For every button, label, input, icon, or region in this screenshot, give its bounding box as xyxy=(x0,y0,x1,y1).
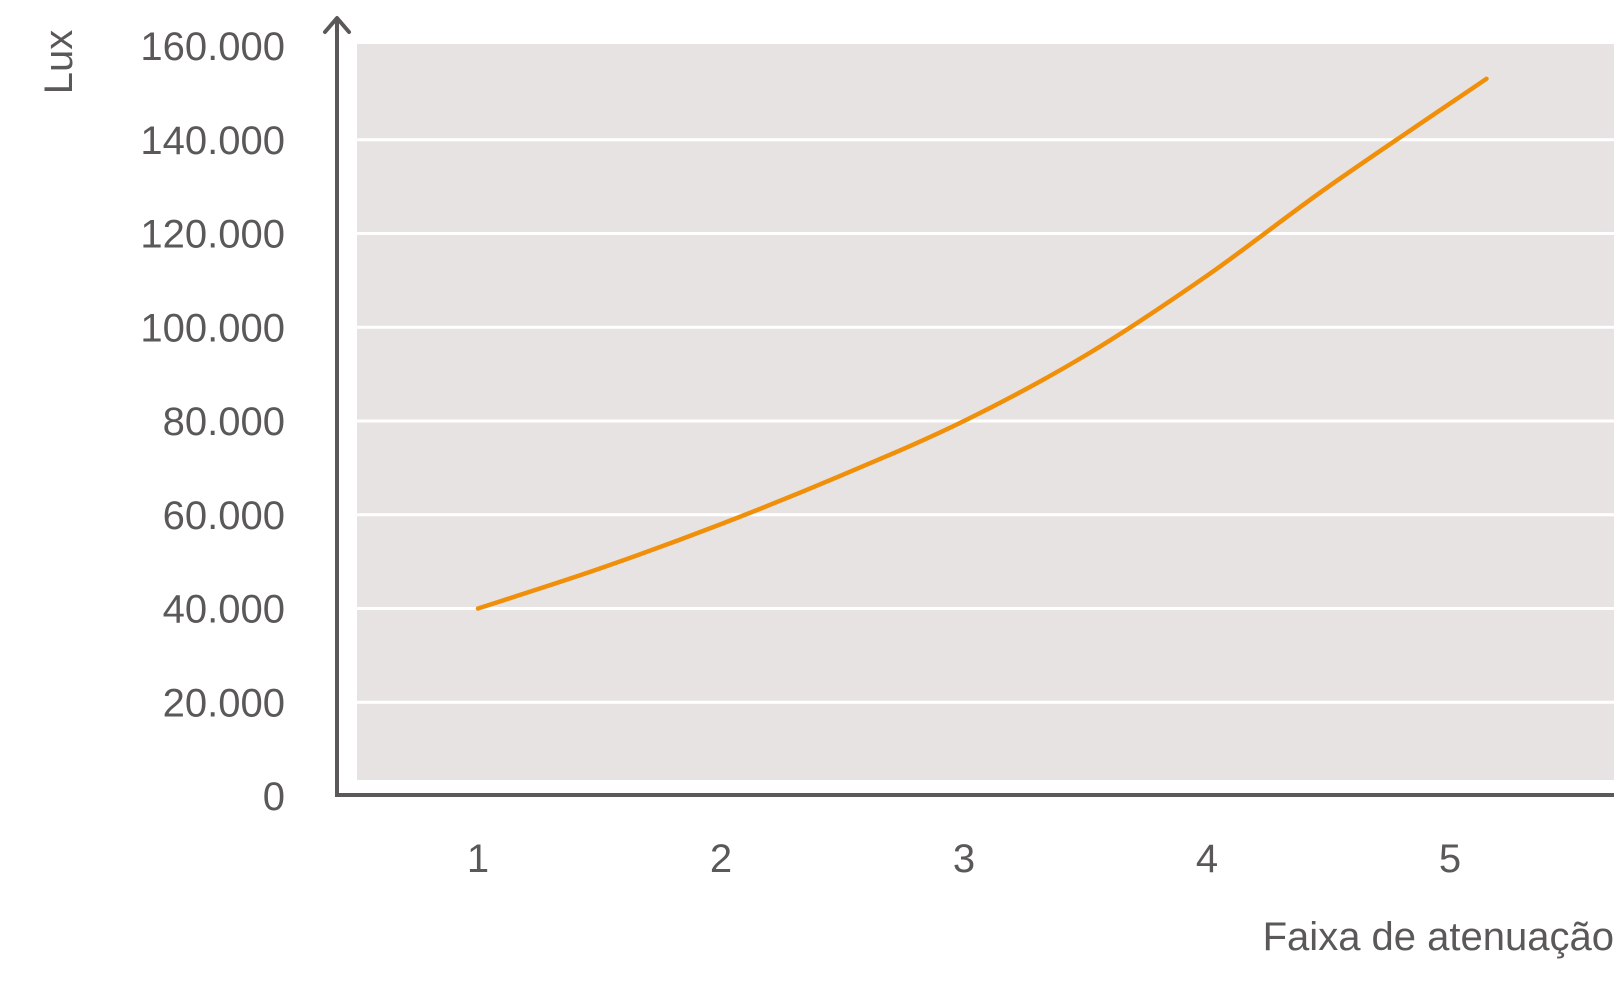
y-tick-label: 80.000 xyxy=(163,400,285,444)
y-tick-label: 40.000 xyxy=(163,588,285,632)
gridlines xyxy=(357,138,1614,704)
x-tick-label: 4 xyxy=(1196,837,1218,881)
series-line xyxy=(475,76,1489,611)
y-tick-labels: 0 20.000 40.000 60.000 80.000 100.000 120.000 1… xyxy=(140,25,285,819)
x-tick-label: 2 xyxy=(710,837,732,881)
y-axis-title: Lux xyxy=(37,30,81,95)
y-tick-label: 20.000 xyxy=(163,681,285,725)
x-tick-label: 3 xyxy=(953,837,975,881)
x-tick-labels: 1 2 3 4 5 xyxy=(467,837,1461,881)
y-tick-label: 120.000 xyxy=(140,213,285,257)
x-axis-title: Faixa de atenuação xyxy=(1263,915,1614,959)
y-tick-label: 100.000 xyxy=(140,306,285,350)
y-tick-label: 0 xyxy=(263,775,285,819)
y-axis-arrow-icon xyxy=(323,16,351,34)
x-tick-label: 5 xyxy=(1439,837,1461,881)
y-tick-label: 160.000 xyxy=(140,25,285,69)
y-tick-label: 60.000 xyxy=(163,494,285,538)
series-layer xyxy=(475,76,1489,611)
x-tick-label: 1 xyxy=(467,837,489,881)
y-tick-label: 140.000 xyxy=(140,119,285,163)
